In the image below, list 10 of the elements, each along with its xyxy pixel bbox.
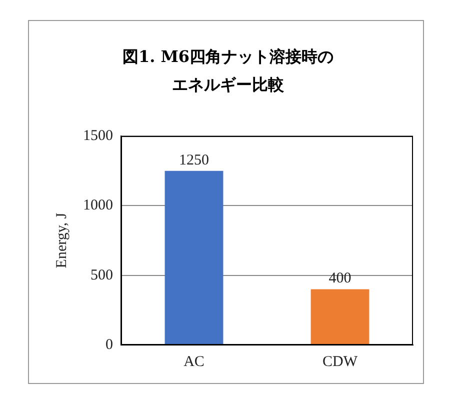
chart-title: 図1. M6四角ナット溶接時のエネルギー比較 (121, 46, 335, 96)
y-tick-label: 1500 (83, 128, 113, 144)
y-axis-title: Energy, J (54, 212, 70, 268)
x-tick-label: AC (184, 354, 204, 370)
x-tick-label: CDW (322, 354, 358, 370)
data-label: 400 (328, 270, 352, 287)
data-label: 1250 (179, 152, 209, 168)
y-tick-label: 500 (90, 267, 113, 284)
y-tick-label: 0 (106, 336, 113, 353)
y-tick-label: 1000 (83, 198, 113, 214)
